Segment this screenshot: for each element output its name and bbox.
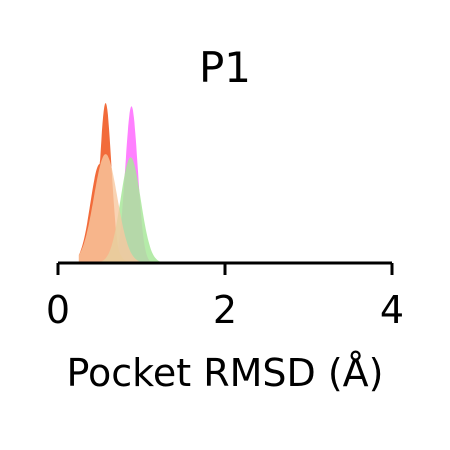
x-tick-label: 2 — [213, 288, 237, 332]
x-ticks: 0 2 4 — [46, 263, 404, 332]
x-tick-label: 0 — [46, 288, 70, 332]
x-axis-label: Pocket RMSD (Å) — [66, 351, 383, 395]
chart-title: P1 — [199, 43, 251, 92]
density-series-4 — [78, 154, 167, 263]
x-tick-label: 4 — [380, 288, 404, 332]
density-series-3 — [87, 157, 171, 263]
series-layer — [78, 103, 171, 263]
